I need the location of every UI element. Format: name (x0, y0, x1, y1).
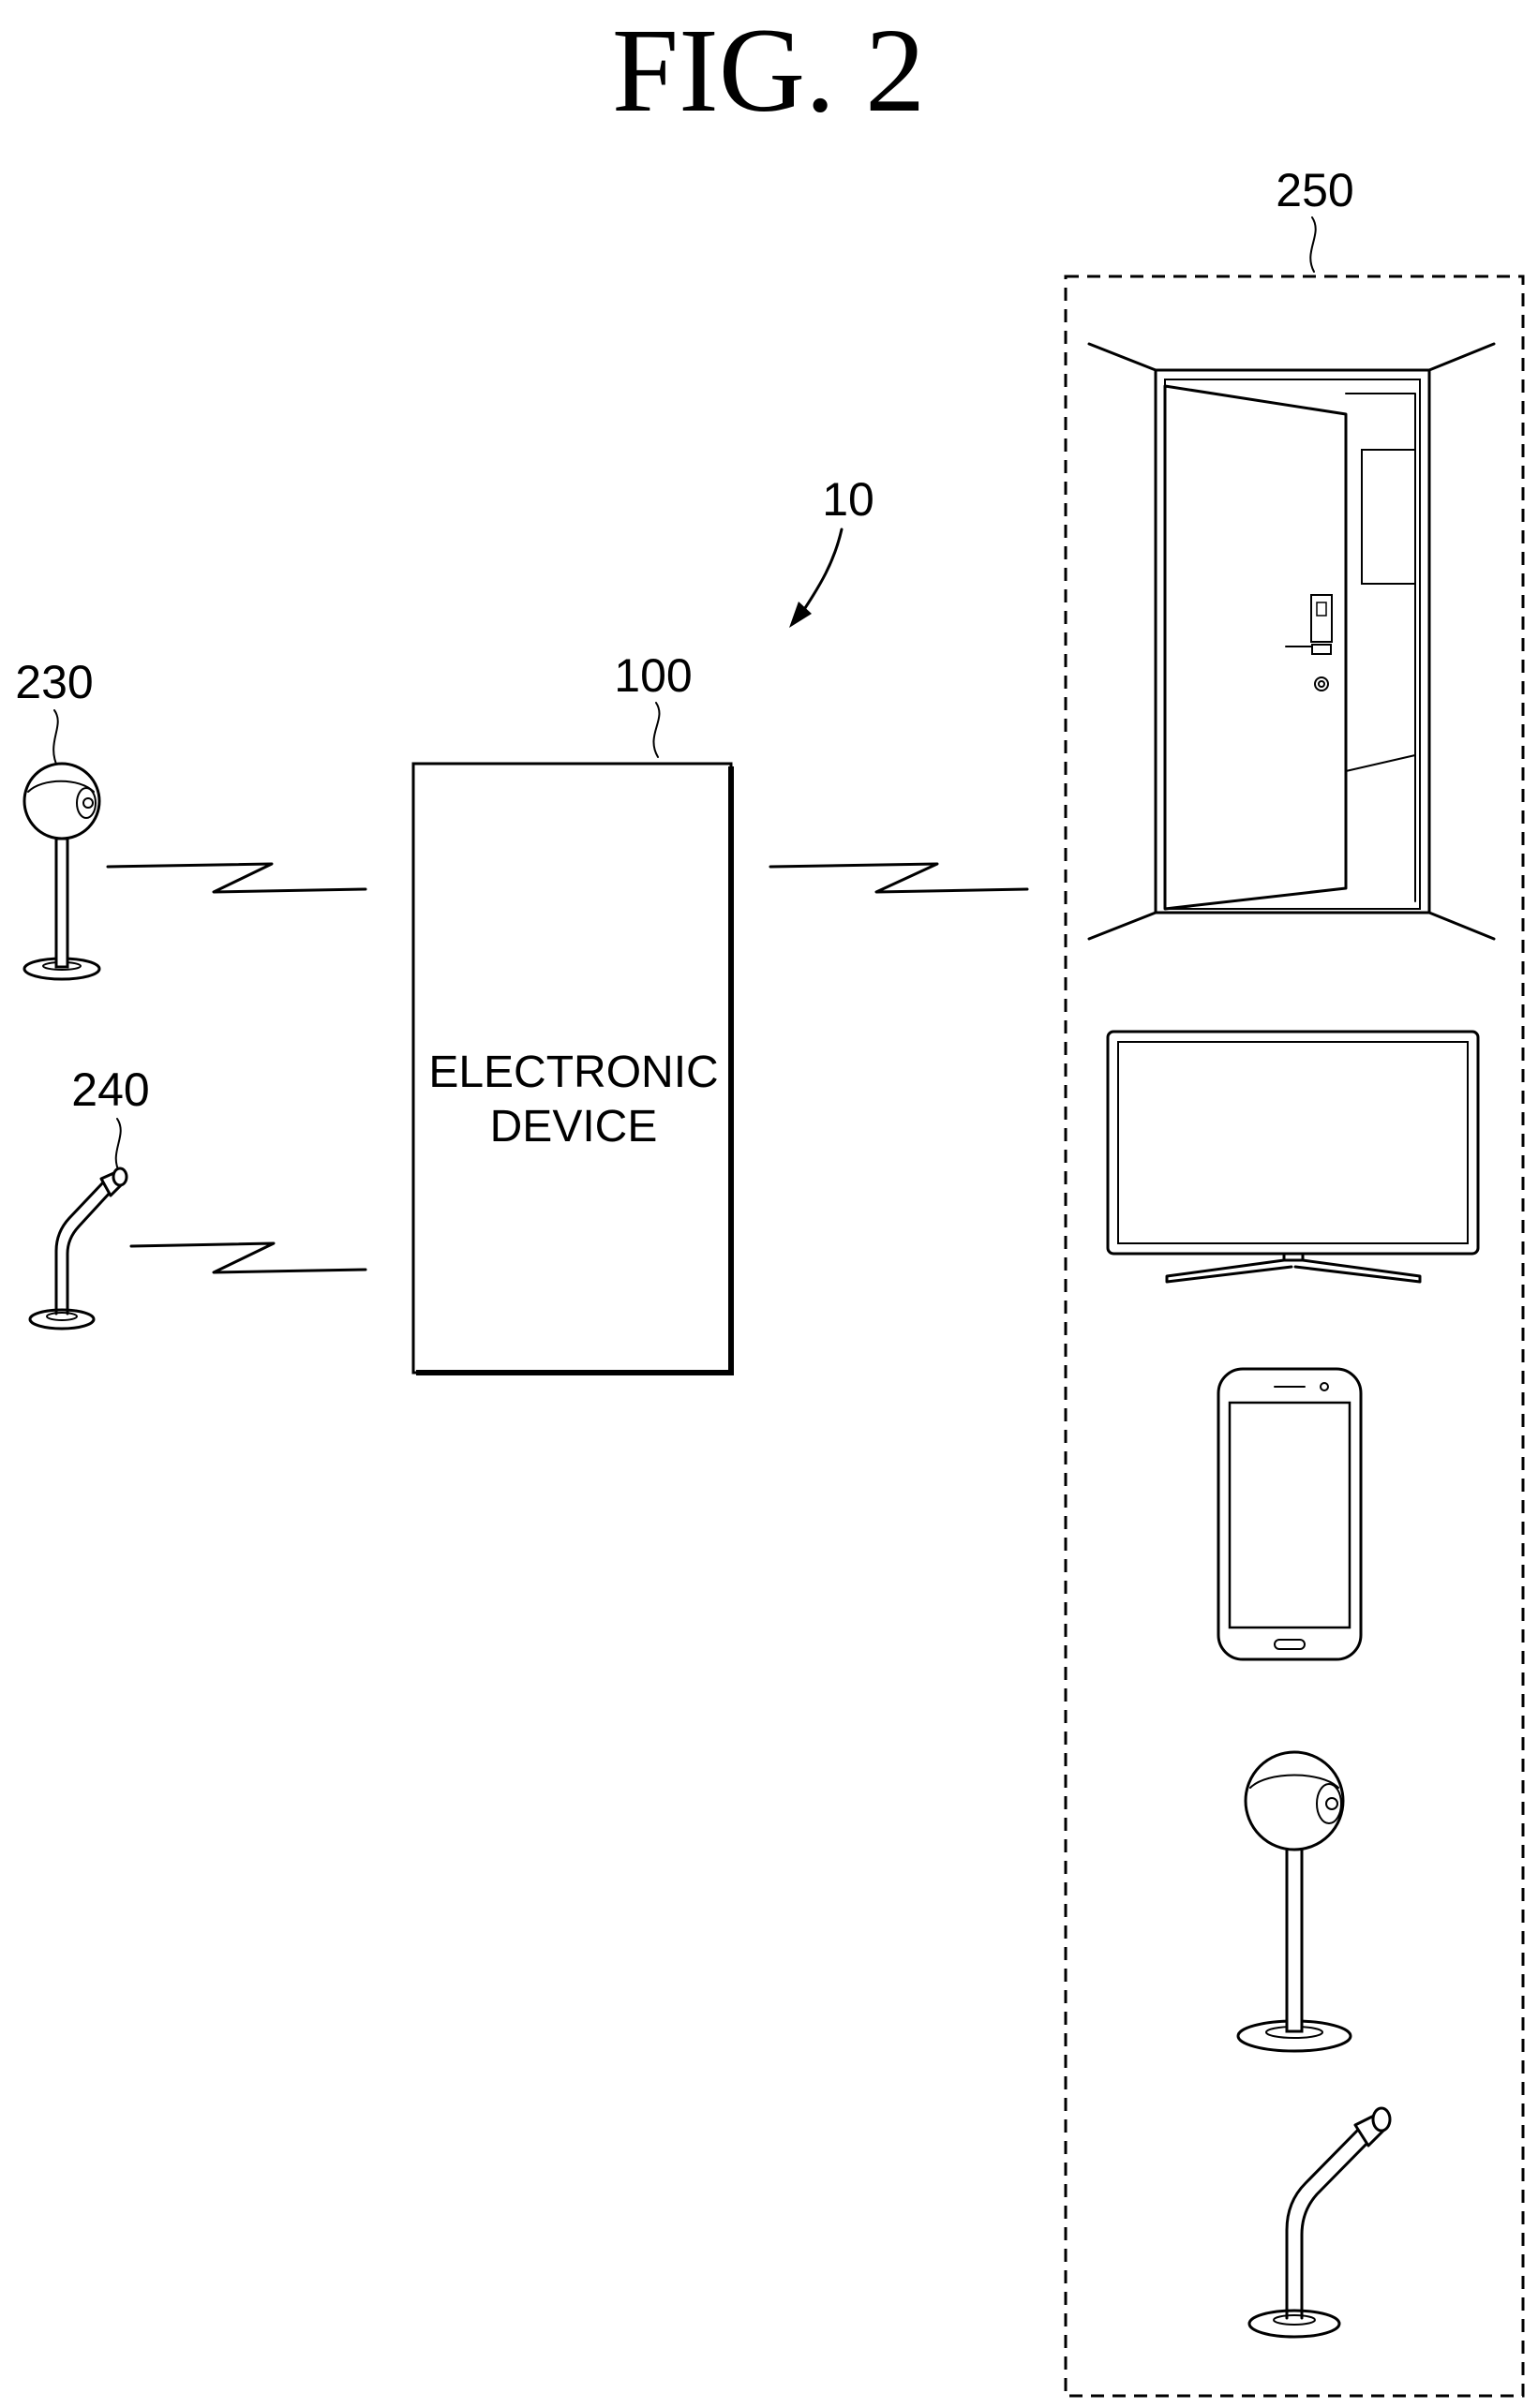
wireless-link-speaker (108, 864, 366, 892)
wireless-link-external-devices (770, 864, 1027, 892)
system-ref-label: 10 (822, 473, 874, 526)
television-icon (1108, 1032, 1478, 1282)
speaker-leader (53, 710, 58, 768)
electronic-device-label-line1: ELECTRONIC (428, 1048, 718, 1097)
microphone-icon (30, 1168, 127, 1329)
system-ref-arrow (789, 529, 842, 628)
speaker-ref-label: 230 (15, 656, 93, 708)
group-microphone-icon (1249, 2108, 1390, 2337)
external-devices-leader (1310, 217, 1315, 272)
smartphone-icon (1218, 1369, 1361, 1659)
electronic-device-leader (653, 703, 659, 757)
figure-title: FIG. 2 (612, 4, 925, 137)
microphone-ref-label: 240 (71, 1063, 149, 1116)
electronic-device-label-line2: DEVICE (490, 1102, 658, 1152)
wireless-link-microphone (131, 1243, 366, 1272)
electronic-device-ref-label: 100 (614, 649, 692, 702)
smart-speaker-icon (24, 764, 99, 979)
microphone-leader (116, 1119, 121, 1173)
smart-door-icon (1089, 344, 1494, 939)
external-devices-ref-label: 250 (1276, 164, 1353, 216)
group-smart-speaker-icon (1238, 1752, 1351, 2051)
